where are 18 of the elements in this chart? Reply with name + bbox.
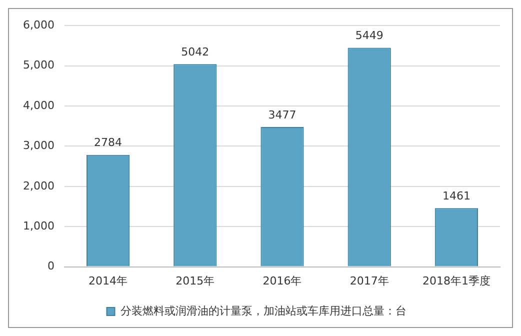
- data-label: 3477: [268, 108, 296, 122]
- data-label: 1461: [442, 189, 470, 202]
- y-tick-label: 6,000: [22, 18, 54, 32]
- data-label: 5042: [181, 45, 210, 58]
- legend-label: 分装燃料或润滑油的计量泵，加油站或车库用进口总量：台: [120, 304, 406, 318]
- y-tick-label: 1,000: [22, 219, 54, 232]
- data-label: 2784: [94, 136, 122, 150]
- y-tick-label: 4,000: [22, 98, 54, 112]
- x-tick-label: 2015年: [176, 274, 215, 288]
- x-tick-label: 2018年1季度: [422, 274, 490, 288]
- x-tick-label: 2017年: [350, 274, 389, 288]
- y-tick-label: 5,000: [22, 58, 54, 72]
- y-tick-label: 3,000: [22, 139, 54, 152]
- y-tick-label: 2,000: [22, 179, 54, 192]
- data-label: 5449: [355, 29, 384, 42]
- x-tick-label: 2016年: [262, 274, 302, 288]
- y-tick-label: 0: [47, 260, 54, 273]
- x-tick-label: 2014年: [88, 274, 128, 288]
